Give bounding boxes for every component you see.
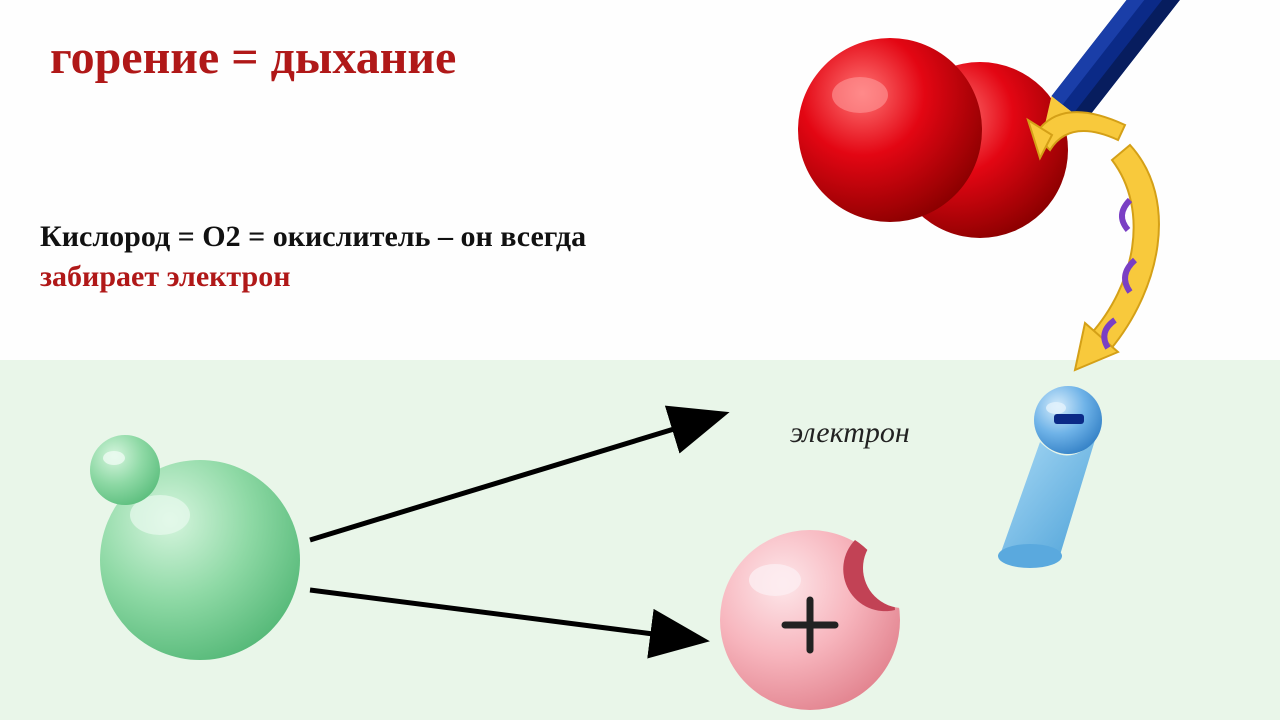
subtitle-line-1: Кислород = О2 = окислитель – он всегда [40, 220, 586, 254]
main-title: горение = дыхание [50, 30, 456, 85]
lower-background [0, 360, 1280, 720]
subtitle-line-2: забирает электрон [40, 260, 291, 294]
electron-label: электрон [790, 416, 910, 450]
